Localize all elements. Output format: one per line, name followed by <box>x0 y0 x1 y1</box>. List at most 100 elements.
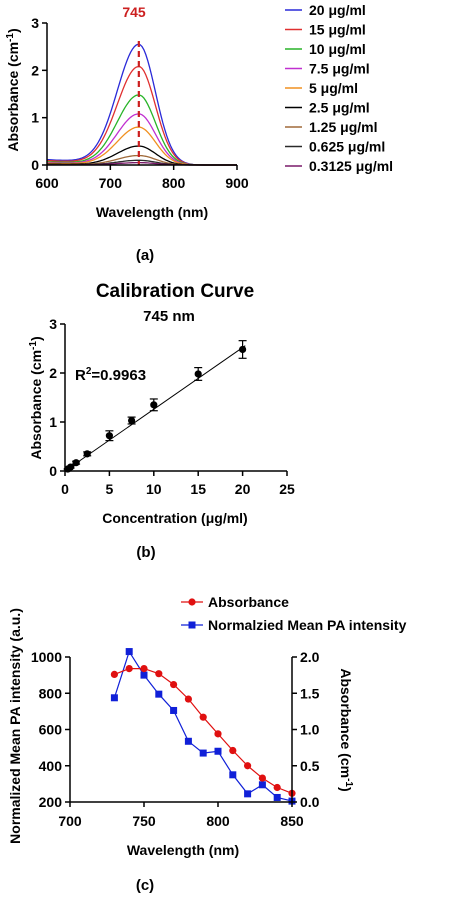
panel-a-x-tick-label: 900 <box>225 175 249 191</box>
r-squared-annotation: R2=0.9963 <box>75 366 146 384</box>
absorbance-line <box>114 667 293 794</box>
legend-entry-label: 10 μg/ml <box>309 41 366 57</box>
pa-intensity-point <box>184 737 192 745</box>
absorbance-point <box>155 670 163 678</box>
pa-intensity-point <box>244 790 252 798</box>
absorbance-point <box>244 762 252 770</box>
spectrum-line-2 <box>47 65 237 166</box>
calibration-point <box>150 401 158 409</box>
pa-intensity-point <box>273 793 281 801</box>
panel-b-y-tick-label: 0 <box>49 463 57 479</box>
calibration-point <box>83 450 91 458</box>
panel-a-x-axis-title: Wavelength (nm) <box>96 204 208 220</box>
legend-entry-label: 0.625 μg/ml <box>309 139 385 155</box>
legend-entry-label: 2.5 μg/ml <box>309 100 370 116</box>
pa-intensity-point <box>229 771 237 779</box>
absorbance-point <box>184 695 192 703</box>
panel-b-x-axis-title: Concentration (μg/ml) <box>102 510 247 526</box>
panel-b-title: Calibration Curve <box>96 281 254 302</box>
panel-a-plot-area: 600 700 800 900 0 1 2 3 <box>31 15 249 191</box>
panel-c-right-y-axis-title: Absorbance (cm-1) <box>338 668 354 791</box>
panel-c-left-y-tick-label: 600 <box>39 722 63 738</box>
panel-a-y-tick-label: 1 <box>31 110 39 126</box>
panel-b-subtitle: 745 nm <box>143 308 195 325</box>
panel-b-x-tick-label: 20 <box>235 481 251 497</box>
calibration-point <box>128 416 136 425</box>
panel-c-right-y-tick-label: 0.5 <box>300 758 320 774</box>
panel-b-label: (b) <box>136 544 155 561</box>
absorbance-point <box>199 713 207 721</box>
panel-b-y-axis-title: Absorbance (cm-1) <box>28 336 44 459</box>
calibration-point <box>194 370 202 378</box>
panel-a-x-tick-label: 700 <box>99 175 123 191</box>
spectrum-line-3 <box>46 94 237 166</box>
calibration-point <box>239 345 247 354</box>
panel-b-x-tick-label: 10 <box>146 481 162 497</box>
calibration-point <box>72 459 80 467</box>
panel-c-right-y-tick-label: 1.5 <box>300 685 320 701</box>
panel-b-x-tick-label: 25 <box>279 481 295 497</box>
calibration-point <box>105 432 113 440</box>
panel-c-pa-absorbance-chart: Absorbance Normalzied Mean PA intensity 7… <box>7 594 407 894</box>
pa-intensity-point <box>199 749 207 757</box>
panel-c-x-tick-label: 750 <box>132 813 156 829</box>
pa-intensity-point <box>170 706 178 714</box>
panel-c-legend: Absorbance Normalzied Mean PA intensity <box>181 594 407 633</box>
legend-entry-pa-intensity: Normalzied Mean PA intensity <box>208 617 407 633</box>
panel-a-y-tick-label: 0 <box>31 157 39 173</box>
panel-a-y-tick-label: 3 <box>31 15 39 31</box>
pa-intensity-point <box>125 648 133 656</box>
panel-b-calibration-chart: Calibration Curve 745 nm 0 5 10 15 20 250123 … <box>28 281 295 561</box>
pa-intensity-point <box>214 747 222 755</box>
pa-intensity-point <box>258 781 266 789</box>
panel-b-plot-area: 0 5 10 15 20 25 0 1 2 3 <box>49 316 295 497</box>
panel-c-x-tick-label: 800 <box>206 813 230 829</box>
panel-b-x-tick-label: 5 <box>106 481 114 497</box>
absorbance-point <box>110 670 118 679</box>
panel-b-x-tick-label: 15 <box>190 481 206 497</box>
absorbance-point <box>229 746 237 755</box>
panel-b-y-tick-label: 1 <box>49 414 57 430</box>
absorbance-point <box>170 680 178 689</box>
absorbance-point <box>273 783 281 792</box>
panel-a-legend: 20 μg/ml 15 μg/ml 10 μg/ml 7.5 μg/ml 5 μg/ml… <box>285 2 393 174</box>
legend-entry-absorbance: Absorbance <box>208 594 289 610</box>
peak-wavelength-label: 745 <box>122 4 146 20</box>
absorbance-point <box>258 774 266 782</box>
panel-c-right-y-tick-label: 1.0 <box>300 722 320 738</box>
panel-c-x-tick-label: 850 <box>280 813 304 829</box>
panel-c-left-y-tick-label: 1000 <box>31 649 62 665</box>
panel-a-x-tick-label: 600 <box>35 175 59 191</box>
panel-c-left-y-axis-title: Normalized Mean PA intensity (a.u.) <box>7 608 23 844</box>
legend-entry-label: 20 μg/ml <box>309 2 366 18</box>
legend-entry-label: 1.25 μg/ml <box>309 119 377 135</box>
panel-a-x-tick-label: 800 <box>162 175 186 191</box>
panel-c-label: (c) <box>136 877 154 894</box>
panel-b-x-tick-label: 0 <box>61 481 69 497</box>
legend-swatch-absorbance-marker <box>188 598 196 606</box>
panel-c-right-y-tick-label: 2.0 <box>300 649 320 665</box>
legend-entry-label: 7.5 μg/ml <box>309 61 370 77</box>
legend-swatch-pa-marker <box>188 621 196 629</box>
panel-c-left-y-tick-label: 800 <box>39 685 63 701</box>
panel-a-y-tick-label: 2 <box>31 62 39 78</box>
panel-b-y-tick-label: 3 <box>49 316 57 332</box>
absorbance-point <box>125 665 133 673</box>
spectrum-line-4 <box>47 113 237 166</box>
pa-intensity-point <box>155 690 163 698</box>
calibration-fit-line <box>64 345 246 472</box>
pa-intensity-point <box>110 694 118 702</box>
panel-a-label: (a) <box>136 247 154 264</box>
absorbance-point <box>214 730 222 738</box>
panel-a-y-axis-title: Absorbance (cm-1) <box>5 28 21 151</box>
calibration-point <box>66 463 75 471</box>
panel-c-right-y-tick-label: 0.0 <box>300 794 320 810</box>
legend-entry-label: 5 μg/ml <box>309 80 358 96</box>
panel-c-left-y-tick-label: 200 <box>39 794 63 810</box>
legend-entry-label: 0.3125 μg/ml <box>309 158 393 174</box>
panel-c-x-axis-title: Wavelength (nm) <box>127 842 239 858</box>
absorbance-point <box>140 665 148 673</box>
panel-c-left-y-tick-label: 400 <box>39 758 63 774</box>
panel-a-spectra-chart: 745 600 700 800 900 0 1 2 3 Wavelength (nm) Abs… <box>5 2 393 264</box>
